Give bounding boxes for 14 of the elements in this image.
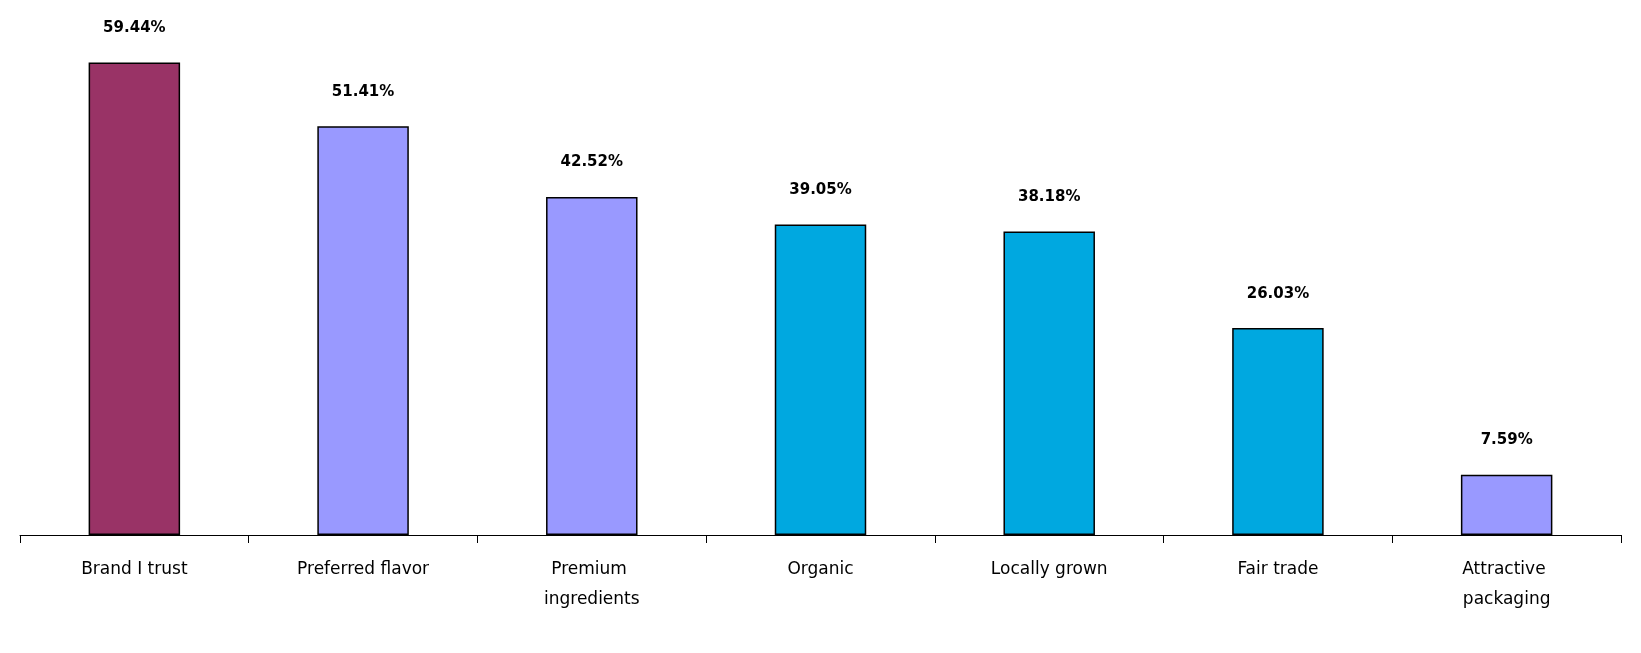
data-label: 51.41% — [331, 81, 395, 100]
data-label: 39.05% — [789, 180, 852, 199]
x-tick-label: Preferred flavor — [297, 558, 430, 578]
x-tick-label: Premium ingredients — [543, 558, 640, 608]
x-tick-label: Locally grown — [990, 558, 1108, 578]
x-tick-label: Organic — [787, 558, 854, 578]
data-label: 26.03% — [1246, 283, 1310, 302]
data-label: 38.18% — [1017, 186, 1081, 205]
data-label: 42.52% — [560, 152, 624, 171]
x-tick-label: Brand I trust — [81, 558, 188, 578]
x-tick-label: Attractive packaging — [1462, 558, 1552, 608]
data-label: 59.44% — [103, 17, 166, 36]
x-tick-label: Fair trade — [1237, 558, 1319, 578]
data-label: 7.59% — [1480, 430, 1533, 449]
